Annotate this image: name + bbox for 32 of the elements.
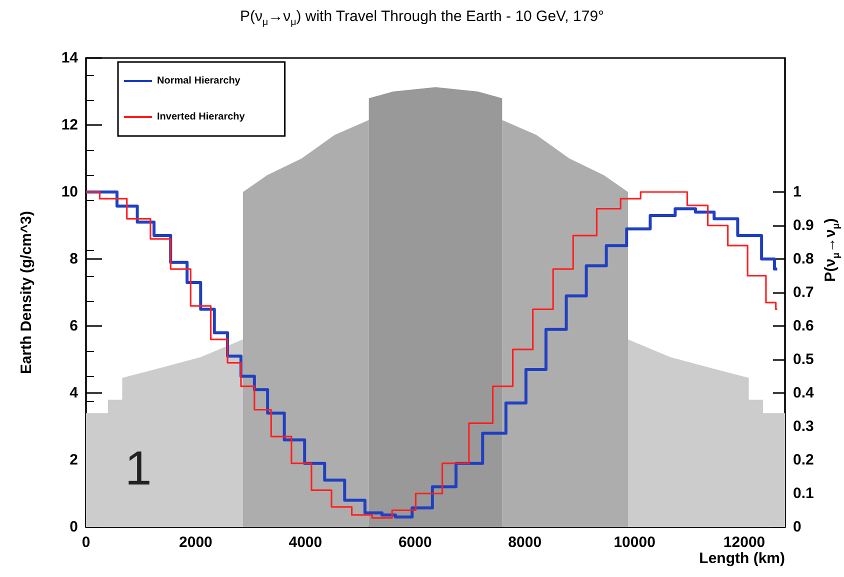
- chart-title: P(ν$_{μ}$→ν$_{μ}$) with Travel Through the Earth - 10 GeV, 179°: [238, 8, 606, 28]
- y-axis-title: Earth Density (g/cm^3): [18, 211, 35, 374]
- y2-tick-label: 0.8: [793, 250, 814, 268]
- y-tick-label: 14: [61, 50, 79, 66]
- y2-tick-label: 0.6: [793, 318, 814, 334]
- y2-tick-label: 0.2: [793, 452, 814, 468]
- x-axis-title: Length (km): [699, 550, 785, 567]
- y-tick-label: 10: [61, 184, 78, 200]
- x-tick-label: 12000: [723, 534, 766, 551]
- y-tick-label: 12: [61, 116, 78, 134]
- x-tick-label: 2000: [179, 534, 212, 551]
- x-tick-label: 0: [82, 534, 90, 551]
- y-tick-label: 0: [70, 518, 78, 536]
- y2-tick-label: 0.3: [793, 418, 814, 435]
- y2-tick-label: 0.5: [793, 351, 814, 368]
- y-tick-label: 8: [70, 250, 78, 268]
- annotation: 1: [125, 442, 152, 496]
- x-tick-label: 10000: [614, 534, 656, 551]
- y-tick-label: 2: [70, 452, 78, 468]
- legend-label: Normal Hierarchy: [157, 76, 241, 86]
- y2-tick-label: 0: [793, 518, 802, 536]
- y2-tick-label: 0.9: [793, 217, 814, 234]
- x-tick-label: 4000: [288, 534, 322, 551]
- y2-tick-label: 1: [793, 184, 802, 200]
- y-tick-label: 4: [70, 384, 79, 402]
- y2-tick-label: 0.1: [793, 485, 814, 502]
- y2-tick-label: 0.4: [793, 384, 815, 402]
- y-tick-label: 6: [70, 318, 78, 334]
- x-tick-label: 6000: [398, 534, 432, 551]
- y2-tick-label: 0.7: [793, 284, 814, 301]
- x-tick-label: 8000: [508, 534, 542, 551]
- legend-label: Inverted Hierarchy: [157, 112, 246, 122]
